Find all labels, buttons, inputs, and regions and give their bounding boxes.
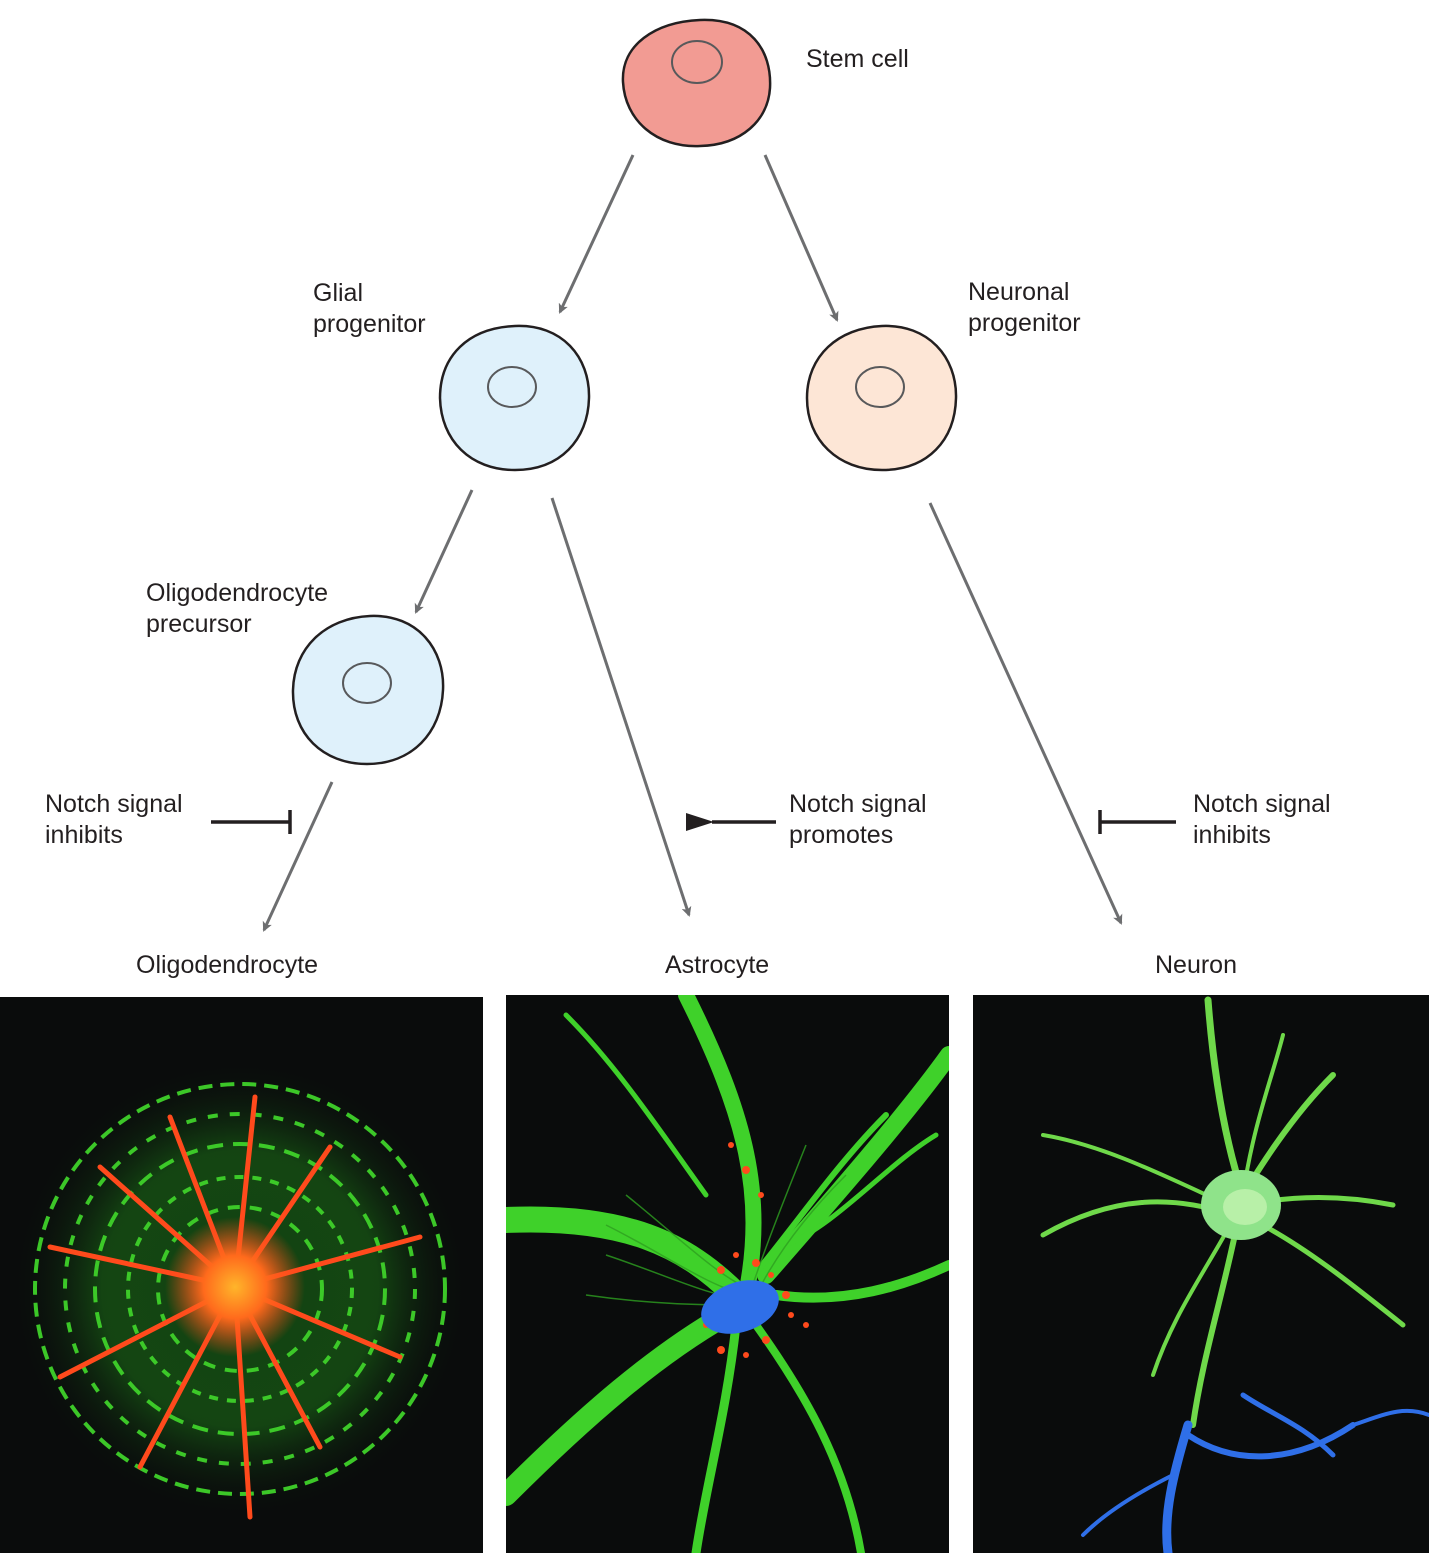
glial-progenitor-label-line2: progenitor — [313, 310, 426, 338]
neuronal-progenitor-cell — [805, 324, 958, 472]
astrocyte-image — [506, 995, 949, 1553]
glial-progenitor-cell — [438, 324, 591, 472]
stem-cell-label: Stem cell — [806, 45, 909, 73]
arrow-glial-to-astrocyte — [550, 497, 692, 917]
neuronal-progenitor-label-line2: progenitor — [968, 309, 1081, 337]
glial-progenitor-nucleus — [487, 366, 537, 408]
notch-connectors — [211, 810, 1176, 834]
notch-left-line2: inhibits — [45, 821, 123, 849]
stem-cell-nucleus — [671, 40, 723, 84]
oligodendrocyte-precursor-label: Oligodendrocyte precursor — [146, 578, 328, 640]
oligodendrocyte-precursor-cell — [291, 614, 445, 766]
astrocyte-label: Astrocyte — [665, 951, 770, 979]
arrow-glial-to-oligo-precursor — [414, 489, 474, 614]
notch-middle-line1: Notch signal — [789, 790, 927, 818]
neuronal-progenitor-label-line1: Neuronal — [968, 278, 1070, 306]
glial-progenitor-label: Glial progenitor — [313, 278, 426, 340]
glial-progenitor-label-line1: Glial — [313, 279, 364, 307]
notch-left-line1: Notch signal — [45, 790, 183, 818]
lineage-diagram — [211, 18, 1176, 932]
oligodendrocyte-micrograph — [0, 997, 483, 1553]
notch-middle-label: Notch signal promotes — [789, 789, 927, 851]
oligodendrocyte-label: Oligodendrocyte — [136, 951, 319, 979]
neuron-micrograph — [973, 995, 1429, 1553]
neuron-label: Neuron — [1155, 951, 1237, 979]
notch-right-line2: inhibits — [1193, 821, 1271, 849]
arrow-stem-to-neuronal — [763, 154, 839, 322]
arrow-stem-to-glial — [558, 154, 635, 314]
arrow-neuronal-to-neuron — [928, 502, 1123, 925]
oligodendrocyte-precursor-label-line1: Oligodendrocyte — [146, 579, 329, 607]
notch-middle-line2: promotes — [789, 821, 894, 849]
lineage-arrows — [262, 154, 1123, 932]
neuronal-progenitor-nucleus — [855, 366, 905, 408]
neuron-image — [1040, 996, 1429, 1553]
oligodendrocyte-image — [10, 1059, 470, 1520]
notch-right-label: Notch signal inhibits — [1193, 789, 1331, 851]
astrocyte-micrograph — [506, 995, 949, 1553]
neuronal-progenitor-label: Neuronal progenitor — [968, 277, 1081, 339]
oligodendrocyte-precursor-nucleus — [342, 662, 392, 704]
arrow-precursor-to-oligodendrocyte — [262, 781, 334, 932]
stem-cell — [621, 18, 772, 148]
notch-left-label: Notch signal inhibits — [45, 789, 183, 851]
oligodendrocyte-precursor-label-line2: precursor — [146, 610, 252, 638]
notch-right-line1: Notch signal — [1193, 790, 1331, 818]
